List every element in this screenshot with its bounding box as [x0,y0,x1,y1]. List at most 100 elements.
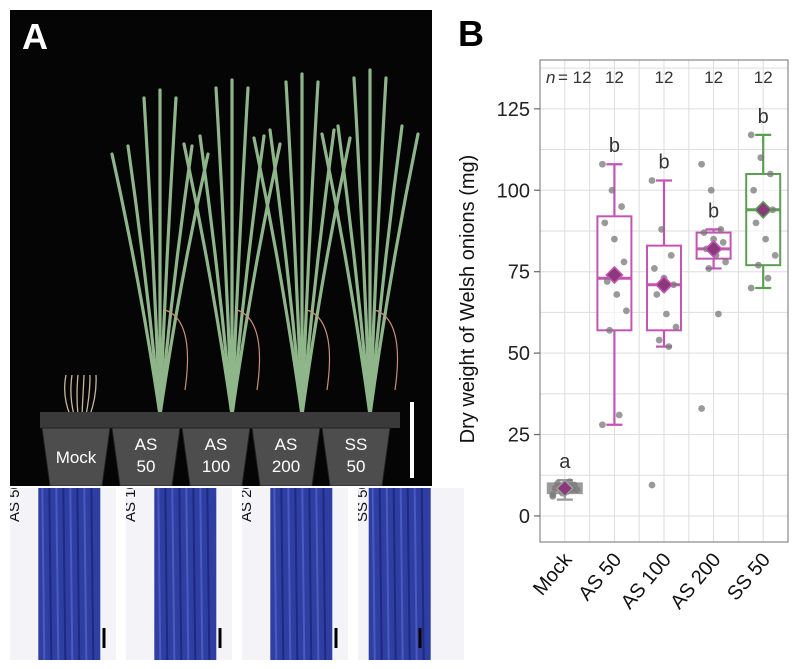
data-point [615,411,623,419]
onion-leaf [368,76,388,417]
x-tick-label: AS 200 [666,549,725,613]
data-point [717,225,725,233]
mean-marker [754,200,773,219]
data-point [663,310,670,318]
onion-leaf [182,142,234,417]
root-cell-file [399,488,404,660]
pot-label-line2: 100 [202,457,230,476]
pot-label-line1: AS [205,435,228,454]
data-point [715,310,722,318]
root-cell-file [280,488,285,660]
dried-leaf [89,374,97,416]
significance-letter: b [708,200,719,222]
n-value: 12 [704,68,723,87]
data-point [599,160,606,168]
panel-a-label: A [22,16,48,57]
root-cell-file [55,488,60,660]
root-cell-file [76,488,81,660]
root-cell-file [308,488,313,660]
root-cell-file [48,488,53,660]
box-as100: b [646,152,682,489]
data-point [747,284,755,292]
data-point [762,235,769,243]
onion-leaf [142,96,162,417]
root-cell-file [385,488,390,660]
mean-marker [605,265,624,285]
dried-leaf [81,374,85,416]
panel-b-label: B [458,13,484,54]
data-point [623,307,630,315]
root-cell-file [192,488,197,660]
root-cell-file [178,488,183,660]
tray-rim [40,412,400,428]
root-cell-file [273,488,278,660]
onion-leaf [230,86,250,417]
pot-label-line2: 200 [272,457,300,476]
iqr-box [745,172,782,267]
box-as200: b [695,160,732,412]
onion-leaf [368,124,404,417]
onion-leaf [158,152,210,417]
pot-label-line1: SS [345,435,368,454]
dried-leaf [306,309,330,391]
data-point [573,486,581,494]
data-point [722,258,729,266]
y-tick-label: 50 [508,343,530,365]
data-point [710,235,717,243]
pot-label: Mock [56,448,97,467]
pot [251,427,321,486]
data-point [767,170,774,178]
data-point [750,186,757,194]
dried-leaf [76,374,79,416]
data-point [606,326,613,334]
y-tick-label: 25 [508,425,530,447]
y-axis-title: Dry weight of Welsh onions (mg) [457,155,479,444]
mean-marker [704,239,723,259]
onion-leaf [300,80,320,417]
data-point [672,323,680,331]
data-point [707,186,715,194]
data-point [603,278,611,285]
scale-bar [410,402,414,478]
micrograph-ss50: SS 50 [358,488,464,660]
onion-leaf [352,76,372,417]
root-cell-file [199,488,204,660]
onion-leaf [214,86,234,417]
box-as50: b [596,135,633,429]
onion-leaf [230,142,282,417]
onion-leaf [336,124,372,417]
data-point [648,481,656,489]
pot-label-line2: 50 [347,457,366,476]
pot-label-line2: 50 [137,457,156,476]
root-cell-file [83,488,88,660]
data-point [549,491,557,499]
root-cell-file [62,488,67,660]
root-cell-file [185,488,190,660]
onion-leaf [158,144,194,417]
significance-letter: b [658,152,669,174]
data-point [608,186,616,194]
onion-leaf [158,96,178,417]
micrograph-label: AS 100 [126,488,139,522]
stained-root-image [270,488,338,660]
root-cell-file [301,488,306,660]
root-cell-file [406,488,411,660]
significance-letter: b [758,106,769,128]
root-cell-file [69,488,74,660]
onion-leaf [198,134,234,417]
significance-letter: b [609,135,620,157]
data-point [655,336,663,344]
root-cell-file [392,488,397,660]
data-point [651,265,658,272]
x-tick-label: SS 50 [723,549,775,605]
data-point [665,343,673,350]
pot [111,427,181,486]
stained-root-image [154,488,222,660]
onion-leaf [252,136,304,417]
data-point [757,154,765,162]
onion-leaf [110,152,162,417]
root-cell-file [171,488,176,660]
stained-root-image [38,488,106,660]
root-micrographs: AS 50 AS 100 AS 200 SS 50 [10,488,464,660]
